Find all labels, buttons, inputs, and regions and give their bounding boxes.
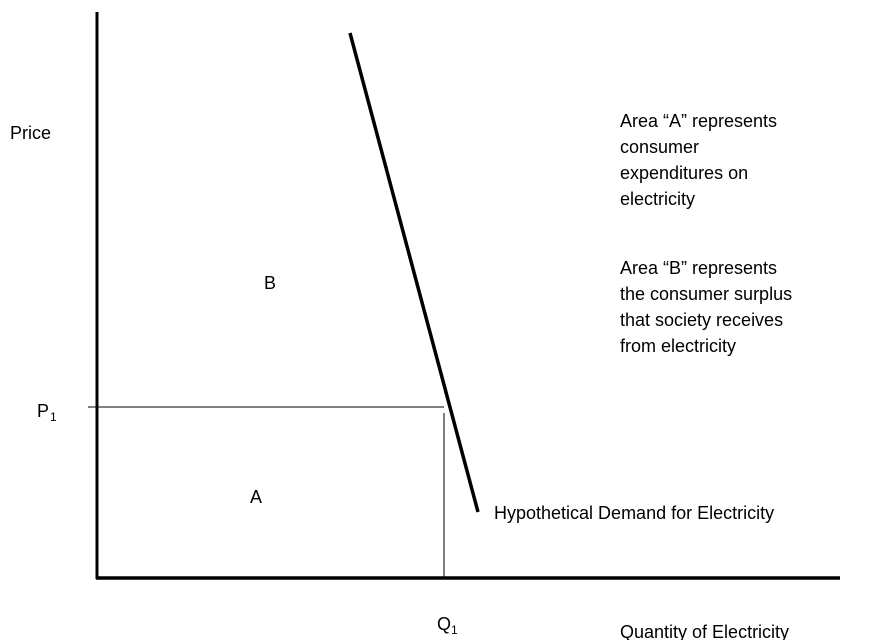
note-line: Area “B” represents xyxy=(620,258,777,278)
note-line: from electricity xyxy=(620,336,736,356)
note-line: Area “A” represents xyxy=(620,111,777,131)
note-line: expenditures on xyxy=(620,163,748,183)
note-line: electricity xyxy=(620,189,695,209)
demand-label: Hypothetical Demand for Electricity xyxy=(494,503,774,523)
x-axis-label: Quantity of Electricity xyxy=(620,622,789,640)
quantity-label: Q xyxy=(437,614,451,634)
note-line: consumer xyxy=(620,137,699,157)
y-axis-label: Price xyxy=(10,123,51,143)
quantity-subscript: 1 xyxy=(451,623,458,637)
price-subscript: 1 xyxy=(50,410,57,424)
price-label: P xyxy=(37,401,49,421)
area-b-label: B xyxy=(264,273,276,293)
note-line: that society receives xyxy=(620,310,783,330)
demand-curve xyxy=(348,32,480,513)
area-a-label: A xyxy=(250,487,262,507)
note-line: the consumer surplus xyxy=(620,284,792,304)
